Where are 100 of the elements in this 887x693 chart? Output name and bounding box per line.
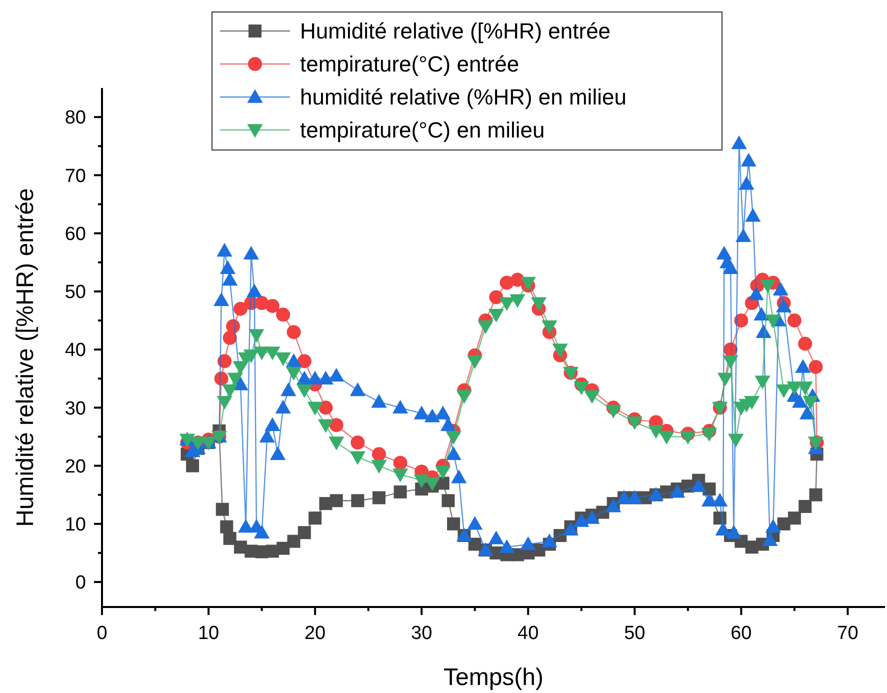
point: [788, 512, 801, 525]
point: [393, 456, 408, 470]
point: [442, 494, 455, 508]
point: [351, 494, 364, 508]
point: [552, 344, 568, 358]
y-tick-label: 60: [64, 224, 86, 245]
point: [371, 460, 387, 474]
point: [307, 402, 323, 416]
point: [392, 468, 408, 482]
point: [809, 488, 822, 502]
point: [227, 372, 243, 386]
point: [254, 346, 270, 360]
point: [350, 436, 365, 450]
point: [626, 416, 642, 430]
y-tick-label: 30: [64, 398, 86, 420]
point: [648, 425, 664, 439]
point: [520, 276, 536, 290]
point: [722, 355, 738, 369]
x-tick-label: 60: [730, 623, 752, 644]
point: [216, 396, 232, 410]
x-tick-label: 10: [198, 623, 220, 644]
point: [489, 290, 504, 304]
point: [220, 520, 234, 534]
y-tick-label: 40: [64, 340, 86, 362]
point: [802, 396, 818, 410]
y-axis-title: Humidité relative ([%HR) entrée: [12, 188, 39, 527]
point: [223, 532, 236, 545]
point: [765, 314, 781, 328]
point: [584, 390, 600, 404]
point: [435, 466, 451, 480]
point: [233, 302, 248, 316]
point: [216, 502, 229, 516]
point: [308, 512, 322, 525]
point: [330, 494, 343, 508]
point: [372, 447, 386, 462]
point: [264, 346, 280, 360]
point: [297, 354, 312, 368]
point: [372, 491, 386, 504]
point: [394, 485, 407, 498]
point: [499, 297, 515, 311]
x-tick-label: 20: [304, 623, 326, 644]
point: [510, 294, 526, 308]
point: [296, 384, 312, 398]
legend-label: Humidité relative ([%HR) entrée: [300, 18, 611, 44]
x-tick-label: 0: [96, 623, 108, 644]
point: [467, 355, 483, 369]
point: [776, 384, 792, 398]
point: [286, 366, 302, 381]
point: [318, 400, 333, 415]
point: [424, 477, 440, 492]
point: [787, 313, 802, 328]
point: [276, 308, 290, 322]
x-tick-label: 50: [624, 623, 646, 644]
point: [798, 336, 812, 351]
point: [318, 419, 334, 433]
point: [728, 434, 744, 448]
x-tick-label: 30: [411, 623, 432, 644]
point: [328, 436, 344, 450]
point: [275, 352, 291, 366]
point: [276, 542, 290, 555]
point: [218, 354, 232, 368]
point: [574, 381, 590, 396]
y-tick-label: 10: [64, 514, 86, 536]
point: [717, 372, 734, 386]
point: [248, 329, 264, 343]
point: [298, 526, 311, 540]
point: [488, 308, 504, 322]
y-tick-label: 50: [64, 282, 86, 304]
y-tick-label: 70: [64, 166, 86, 187]
point: [287, 534, 300, 548]
point: [329, 418, 344, 432]
point: [446, 430, 462, 445]
point: [754, 376, 770, 390]
y-tick-label: 80: [64, 108, 86, 129]
point: [542, 320, 558, 334]
point: [606, 404, 622, 418]
legend-label: tempirature(°C) en milieu: [300, 118, 545, 143]
point: [286, 325, 301, 340]
legend-label: tempirature(°C) entrée: [300, 52, 520, 77]
point: [414, 474, 430, 488]
point: [265, 298, 280, 313]
point: [680, 430, 696, 445]
point: [478, 320, 494, 334]
point: [808, 360, 823, 374]
point: [760, 280, 776, 294]
point: [744, 396, 760, 410]
point: [798, 500, 812, 513]
x-tick-label: 70: [837, 623, 858, 644]
x-axis-title: Temps(h): [443, 664, 544, 691]
legend-label: humidité relative (%HR) en milieu: [300, 84, 626, 110]
point: [447, 517, 460, 530]
point: [456, 390, 472, 404]
y-tick-label: 20: [64, 456, 86, 478]
x-tick-label: 40: [518, 623, 539, 644]
point: [658, 430, 674, 445]
point: [186, 459, 200, 472]
y-tick-label: 0: [75, 572, 86, 594]
point: [701, 428, 718, 442]
point: [350, 451, 366, 465]
point: [734, 313, 748, 328]
